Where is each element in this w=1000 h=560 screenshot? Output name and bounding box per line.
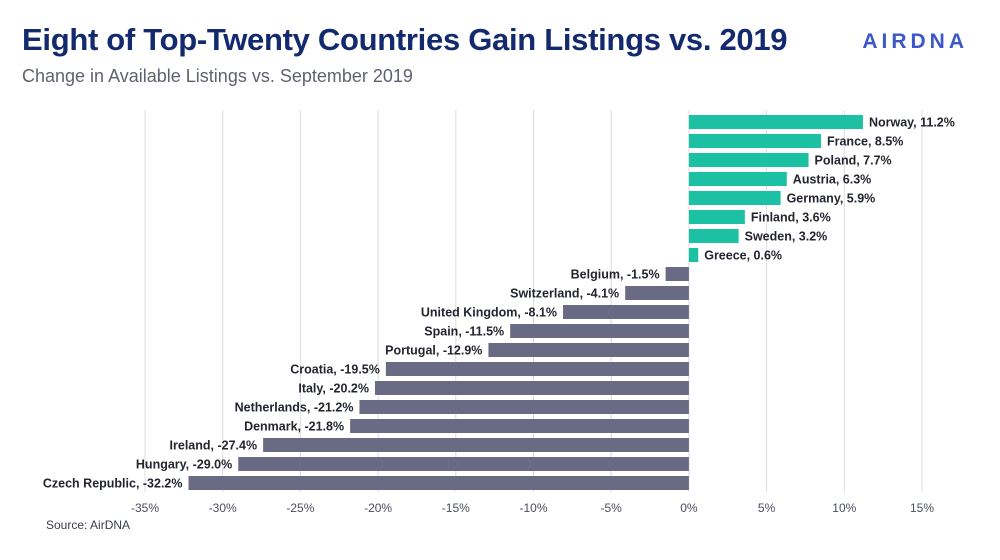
bar	[688, 191, 781, 205]
bar	[359, 400, 689, 414]
bar	[688, 248, 699, 262]
x-tick-label: 5%	[758, 501, 776, 515]
x-tick-label: 15%	[910, 501, 934, 515]
bar	[238, 457, 689, 471]
bar-data-label: Italy, -20.2%	[298, 382, 369, 396]
x-tick-label: -30%	[209, 501, 237, 515]
bar-data-label: Austria, 6.3%	[793, 173, 872, 187]
bar	[350, 419, 689, 433]
bar-data-label: Finland, 3.6%	[751, 211, 831, 225]
x-tick-label: -10%	[519, 501, 547, 515]
bar	[510, 324, 689, 338]
chart-title: Eight of Top-Twenty Countries Gain Listi…	[22, 22, 788, 57]
chart-subtitle: Change in Available Listings vs. Septemb…	[22, 66, 413, 86]
x-axis-ticks: -35% -30% -25% -20% -15% -10% -5% 0% 5% 10% 15%	[131, 501, 934, 515]
bar-labels: Norway, 11.2% France, 8.5% Poland, 7.7% Aus…	[43, 116, 955, 491]
x-tick-label: 0%	[680, 501, 698, 515]
bar	[688, 172, 787, 186]
bar	[665, 267, 689, 281]
bar-data-label: Belgium, -1.5%	[571, 268, 660, 282]
bar	[688, 134, 821, 148]
source-note: Source: AirDNA	[46, 518, 131, 532]
bar-data-label: Spain, -11.5%	[424, 325, 504, 339]
bar-data-label: Netherlands, -21.2%	[235, 401, 354, 415]
bar-data-label: Croatia, -19.5%	[290, 363, 380, 377]
bar-data-label: Czech Republic, -32.2%	[43, 477, 183, 491]
bar-data-label: United Kingdom, -8.1%	[421, 306, 557, 320]
bar	[688, 115, 863, 129]
x-tick-label: -15%	[442, 501, 470, 515]
bar-data-label: Norway, 11.2%	[869, 116, 955, 130]
airdna-logo: AIRDNA	[862, 30, 968, 53]
bar-data-label: Switzerland, -4.1%	[510, 287, 619, 301]
x-tick-label: 10%	[832, 501, 856, 515]
bar	[374, 381, 689, 395]
bar-data-label: Sweden, 3.2%	[745, 230, 828, 244]
bar	[625, 286, 689, 300]
bar	[263, 438, 689, 452]
bar	[488, 343, 689, 357]
bar-data-label: Poland, 7.7%	[815, 154, 892, 168]
x-tick-label: -20%	[364, 501, 392, 515]
bar	[563, 305, 689, 319]
bar	[385, 362, 689, 376]
bar-data-label: Germany, 5.9%	[787, 192, 876, 206]
bar	[188, 476, 689, 490]
bar-data-label: France, 8.5%	[827, 135, 903, 149]
bars	[188, 115, 863, 490]
bar-data-label: Portugal, -12.9%	[385, 344, 482, 358]
x-tick-label: -35%	[131, 501, 159, 515]
bar-data-label: Ireland, -27.4%	[170, 439, 258, 453]
bar-data-label: Hungary, -29.0%	[136, 458, 232, 472]
bar	[688, 229, 739, 243]
gridlines	[144, 110, 923, 492]
bar-data-label: Denmark, -21.8%	[244, 420, 344, 434]
bar	[688, 210, 745, 224]
x-tick-label: -5%	[601, 501, 623, 515]
bar-data-label: Greece, 0.6%	[704, 249, 782, 263]
x-tick-label: -25%	[286, 501, 314, 515]
bar	[688, 153, 809, 167]
